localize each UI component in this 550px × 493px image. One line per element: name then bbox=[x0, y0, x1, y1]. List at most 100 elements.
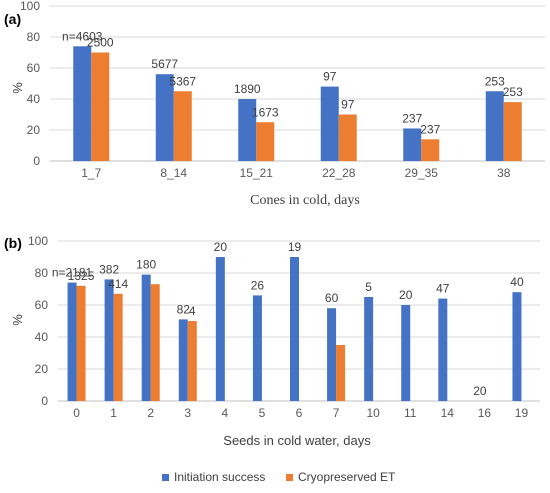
data-label: 1890 bbox=[234, 82, 261, 96]
data-label: 40 bbox=[510, 275, 524, 289]
x-tick-label: 7 bbox=[333, 406, 340, 420]
data-label: 5 bbox=[365, 280, 372, 294]
bar-cryopreserved-et bbox=[256, 122, 275, 161]
data-label: n=2181 bbox=[52, 266, 93, 280]
bar-initiation-success bbox=[438, 298, 448, 401]
bar-initiation-success bbox=[403, 128, 422, 161]
bar-initiation-success bbox=[401, 305, 411, 401]
x-tick-label: 3 bbox=[184, 406, 191, 420]
data-label: 20 bbox=[399, 288, 413, 302]
data-label: 97 bbox=[341, 98, 355, 112]
x-tick-label: 6 bbox=[296, 406, 303, 420]
bar-initiation-success bbox=[215, 257, 225, 401]
data-label: 2500 bbox=[87, 36, 114, 50]
y-tick-label: 0 bbox=[33, 154, 40, 168]
x-tick-label: 38 bbox=[497, 166, 511, 180]
data-label: 414 bbox=[108, 277, 128, 291]
data-label: 1673 bbox=[252, 105, 279, 119]
data-label: 5677 bbox=[151, 57, 178, 71]
data-label: 253 bbox=[503, 85, 523, 99]
bar-initiation-success bbox=[155, 74, 174, 161]
bar-initiation-success bbox=[141, 274, 151, 401]
data-label: 253 bbox=[485, 74, 505, 88]
y-tick-label: 100 bbox=[20, 0, 40, 13]
data-label: 237 bbox=[420, 122, 440, 136]
legend-label-cryopreserved-et: Cryopreserved ET bbox=[298, 470, 396, 484]
x-tick-label: 14 bbox=[441, 406, 455, 420]
bar-cryopreserved-et bbox=[503, 102, 522, 161]
panel-a-y-axis-title: % bbox=[10, 82, 25, 94]
data-label: 237 bbox=[402, 111, 422, 125]
legend-swatch-initiation-success bbox=[162, 474, 169, 481]
panel-b-y-axis-title: % bbox=[10, 314, 25, 326]
y-tick-label: 80 bbox=[27, 30, 41, 44]
x-tick-label: 16 bbox=[478, 406, 492, 420]
panel-b-x-ticks: 0 1 2 3 4 5 6 7 10 11 14 16 19 bbox=[73, 406, 528, 420]
y-tick-label: 20 bbox=[27, 123, 41, 137]
panel-b-y-ticks: 0 20 40 60 80 100 bbox=[28, 234, 48, 408]
x-tick-label: 0 bbox=[73, 406, 80, 420]
bar-initiation-success bbox=[485, 91, 504, 161]
y-tick-label: 60 bbox=[35, 298, 49, 312]
bar-initiation-success bbox=[512, 292, 522, 401]
y-tick-label: 40 bbox=[35, 330, 49, 344]
data-label: 180 bbox=[136, 258, 156, 272]
x-tick-label: 1 bbox=[110, 406, 117, 420]
bar-initiation-success bbox=[364, 297, 374, 401]
panel-b-label: (b) bbox=[4, 235, 22, 251]
y-tick-label: 60 bbox=[27, 61, 41, 75]
panel-a-y-ticks: 0 20 40 60 80 100 bbox=[20, 0, 40, 168]
y-tick-label: 20 bbox=[35, 362, 49, 376]
bar-cryopreserved-et bbox=[421, 139, 440, 161]
panel-b-x-axis-title: Seeds in cold water, days bbox=[223, 433, 371, 448]
data-label: 20 bbox=[473, 384, 487, 398]
bar-initiation-success bbox=[238, 99, 257, 161]
y-tick-label: 40 bbox=[27, 92, 41, 106]
x-tick-label: 5 bbox=[259, 406, 266, 420]
bar-cryopreserved-et bbox=[187, 321, 197, 401]
x-tick-label: 1_7 bbox=[81, 166, 101, 180]
data-label: 382 bbox=[99, 262, 119, 276]
panel-a-bars bbox=[73, 46, 522, 161]
data-label: 19 bbox=[288, 240, 302, 254]
y-tick-label: 100 bbox=[28, 234, 48, 248]
panel-a-x-ticks: 1_7 8_14 15_21 22_28 29_35 38 bbox=[81, 166, 511, 180]
y-tick-label: 0 bbox=[41, 394, 48, 408]
data-label: 26 bbox=[251, 278, 265, 292]
data-label: 60 bbox=[325, 291, 339, 305]
bar-initiation-success bbox=[178, 319, 188, 401]
bar-initiation-success bbox=[290, 257, 299, 401]
bar-initiation-success bbox=[67, 282, 77, 401]
x-tick-label: 4 bbox=[222, 406, 229, 420]
bar-initiation-success bbox=[327, 308, 337, 401]
panel-b-bars bbox=[67, 257, 522, 401]
x-tick-label: 8_14 bbox=[160, 166, 187, 180]
data-label: 4 bbox=[189, 304, 196, 318]
bar-initiation-success bbox=[73, 46, 92, 161]
x-tick-label: 19 bbox=[515, 406, 529, 420]
legend: Initiation success Cryopreserved ET bbox=[162, 470, 396, 484]
legend-label-initiation-success: Initiation success bbox=[174, 470, 265, 484]
bar-cryopreserved-et bbox=[150, 284, 160, 401]
bar-cryopreserved-et bbox=[76, 285, 86, 401]
panel-a-gridlines bbox=[50, 5, 545, 162]
x-tick-label: 2 bbox=[147, 406, 154, 420]
bar-cryopreserved-et bbox=[336, 345, 346, 401]
data-label: 47 bbox=[436, 282, 450, 296]
x-tick-label: 15_21 bbox=[240, 166, 274, 180]
data-label: 5367 bbox=[169, 74, 196, 88]
bar-initiation-success bbox=[252, 295, 262, 401]
data-label: 20 bbox=[214, 240, 228, 254]
bar-cryopreserved-et bbox=[173, 91, 192, 161]
y-tick-label: 80 bbox=[35, 266, 49, 280]
legend-swatch-cryopreserved-et bbox=[286, 474, 293, 481]
bar-initiation-success bbox=[320, 86, 339, 161]
bar-cryopreserved-et bbox=[113, 293, 123, 401]
panel-a-label: (a) bbox=[4, 11, 21, 27]
x-tick-label: 10 bbox=[366, 406, 380, 420]
data-label: 97 bbox=[323, 70, 337, 84]
